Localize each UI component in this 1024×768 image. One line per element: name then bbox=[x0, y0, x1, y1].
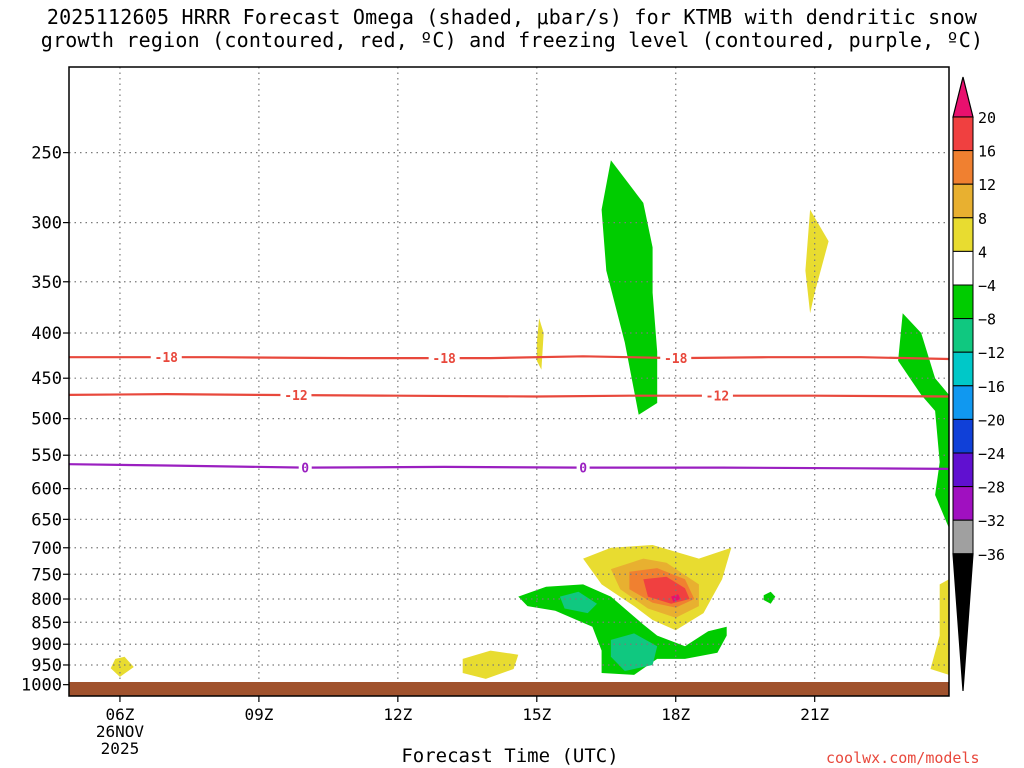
colorbar-label: −24 bbox=[978, 445, 1005, 463]
omega-region-4 bbox=[763, 591, 776, 604]
x-tick-sublabel: 26NOV bbox=[96, 722, 145, 741]
colorbar-segment bbox=[952, 351, 974, 387]
x-tick-label: 15Z bbox=[522, 705, 551, 724]
x-tick-sublabel: 2025 bbox=[101, 739, 140, 758]
y-tick-label: 900 bbox=[31, 635, 62, 655]
omega-region-2 bbox=[559, 591, 597, 614]
credit-link[interactable]: coolwx.com/models bbox=[826, 749, 980, 767]
colorbar-segment bbox=[952, 452, 974, 488]
colorbar-label: −32 bbox=[978, 512, 1005, 530]
omega-region-15 bbox=[930, 579, 949, 675]
contour-label-bg bbox=[701, 387, 733, 404]
y-tick-label: 1000 bbox=[21, 676, 62, 696]
omega-region-10 bbox=[671, 594, 681, 602]
colorbar-segment bbox=[952, 318, 974, 353]
y-tick-label: 800 bbox=[31, 590, 62, 610]
contour-label: 0 bbox=[579, 462, 587, 477]
x-tick-label: 09Z bbox=[244, 705, 273, 724]
contour-line-0 bbox=[69, 355, 950, 361]
y-tick-label: 500 bbox=[31, 410, 62, 430]
temperature-contours: -18 -18 -18 -12 -12 0 0 bbox=[68, 349, 950, 477]
omega-region-5 bbox=[898, 313, 949, 529]
y-tick-label: 550 bbox=[31, 446, 62, 466]
colorbar-segment bbox=[952, 385, 974, 420]
colorbar-label: −4 bbox=[978, 277, 996, 295]
colorbar-bottom-arrow bbox=[952, 553, 974, 692]
omega-region-11 bbox=[462, 650, 519, 679]
x-tick-label: 12Z bbox=[383, 705, 412, 724]
y-tick-label: 700 bbox=[31, 539, 62, 559]
colorbar-label: 12 bbox=[978, 176, 996, 194]
contour-label-bg bbox=[576, 459, 590, 476]
y-tick-label: 350 bbox=[31, 273, 62, 293]
colorbar-label: −20 bbox=[978, 411, 1005, 429]
colorbar-label: 16 bbox=[978, 143, 996, 161]
y-tick-label: 650 bbox=[31, 510, 62, 530]
contour-label-bg bbox=[428, 350, 460, 367]
y-tick-label: 250 bbox=[31, 144, 62, 164]
colorbar-segment bbox=[952, 183, 974, 219]
y-tick-label: 450 bbox=[31, 369, 62, 389]
y-tick-label: 400 bbox=[31, 324, 62, 344]
colorbar-segment bbox=[952, 217, 974, 252]
contour-label: -18 bbox=[155, 351, 179, 366]
contour-label: -12 bbox=[284, 389, 307, 404]
y-tick-label: 600 bbox=[31, 480, 62, 500]
colorbar-segment bbox=[952, 418, 974, 454]
colorbar-label: −8 bbox=[978, 311, 996, 329]
contour-label: -12 bbox=[706, 390, 729, 405]
colorbar-label: 8 bbox=[978, 210, 987, 228]
colorbar-label: −16 bbox=[978, 378, 1005, 396]
colorbar-top-arrow bbox=[952, 76, 974, 118]
colorbar-label: −12 bbox=[978, 344, 1005, 362]
omega-shading bbox=[110, 160, 949, 679]
terrain-ground-strip bbox=[69, 682, 949, 696]
title-line-2: growth region (contoured, red, ºC) and f… bbox=[40, 28, 984, 52]
grid-lines bbox=[69, 67, 949, 696]
y-tick-label: 300 bbox=[31, 214, 62, 234]
contour-label-bg bbox=[298, 459, 312, 476]
colorbar-segment bbox=[952, 519, 974, 555]
x-axis-label: Forecast Time (UTC) bbox=[401, 745, 619, 767]
contour-line-2 bbox=[68, 463, 950, 470]
y-tick-label: 850 bbox=[31, 613, 62, 633]
colorbar-label: 20 bbox=[978, 109, 996, 127]
y-tick-label: 750 bbox=[31, 565, 62, 585]
omega-region-13 bbox=[536, 318, 544, 370]
chart-title: 2025112605 HRRR Forecast Omega (shaded, … bbox=[0, 6, 1024, 52]
colorbar-label: 4 bbox=[978, 243, 987, 261]
y-tick-label: 950 bbox=[31, 656, 62, 676]
plot-frame bbox=[68, 66, 950, 697]
colorbar-label: −36 bbox=[978, 546, 1005, 564]
contour-line-1 bbox=[68, 392, 950, 398]
x-tick-label: 18Z bbox=[661, 705, 690, 724]
colorbar-segment bbox=[952, 486, 974, 521]
contour-label: -18 bbox=[664, 352, 688, 367]
y-axis-ticks: 2503003504004505005506006507007508008509… bbox=[21, 144, 69, 696]
contour-label: 0 bbox=[301, 462, 309, 477]
colorbar: 20 16 12 8 4 −4 −8 −12 −16 −20 −24 −28 −32 −36 bbox=[952, 76, 1005, 692]
contour-label-bg bbox=[660, 350, 692, 367]
title-line-1: 2025112605 HRRR Forecast Omega (shaded, … bbox=[46, 5, 978, 29]
omega-region-14 bbox=[805, 209, 829, 314]
omega-region-0 bbox=[601, 160, 658, 415]
omega-region-3 bbox=[610, 633, 658, 671]
contour-label-bg bbox=[150, 349, 182, 366]
omega-region-12 bbox=[110, 656, 134, 677]
colorbar-label: −28 bbox=[978, 479, 1005, 497]
contour-label: -18 bbox=[432, 352, 456, 367]
x-tick-label: 21Z bbox=[800, 705, 829, 724]
colorbar-segment bbox=[952, 250, 974, 286]
colorbar-segment bbox=[952, 150, 974, 185]
x-tick-label: 06Z bbox=[105, 705, 134, 724]
contour-label-bg bbox=[280, 387, 312, 404]
colorbar-segment bbox=[952, 116, 974, 152]
colorbar-segment bbox=[952, 284, 974, 320]
